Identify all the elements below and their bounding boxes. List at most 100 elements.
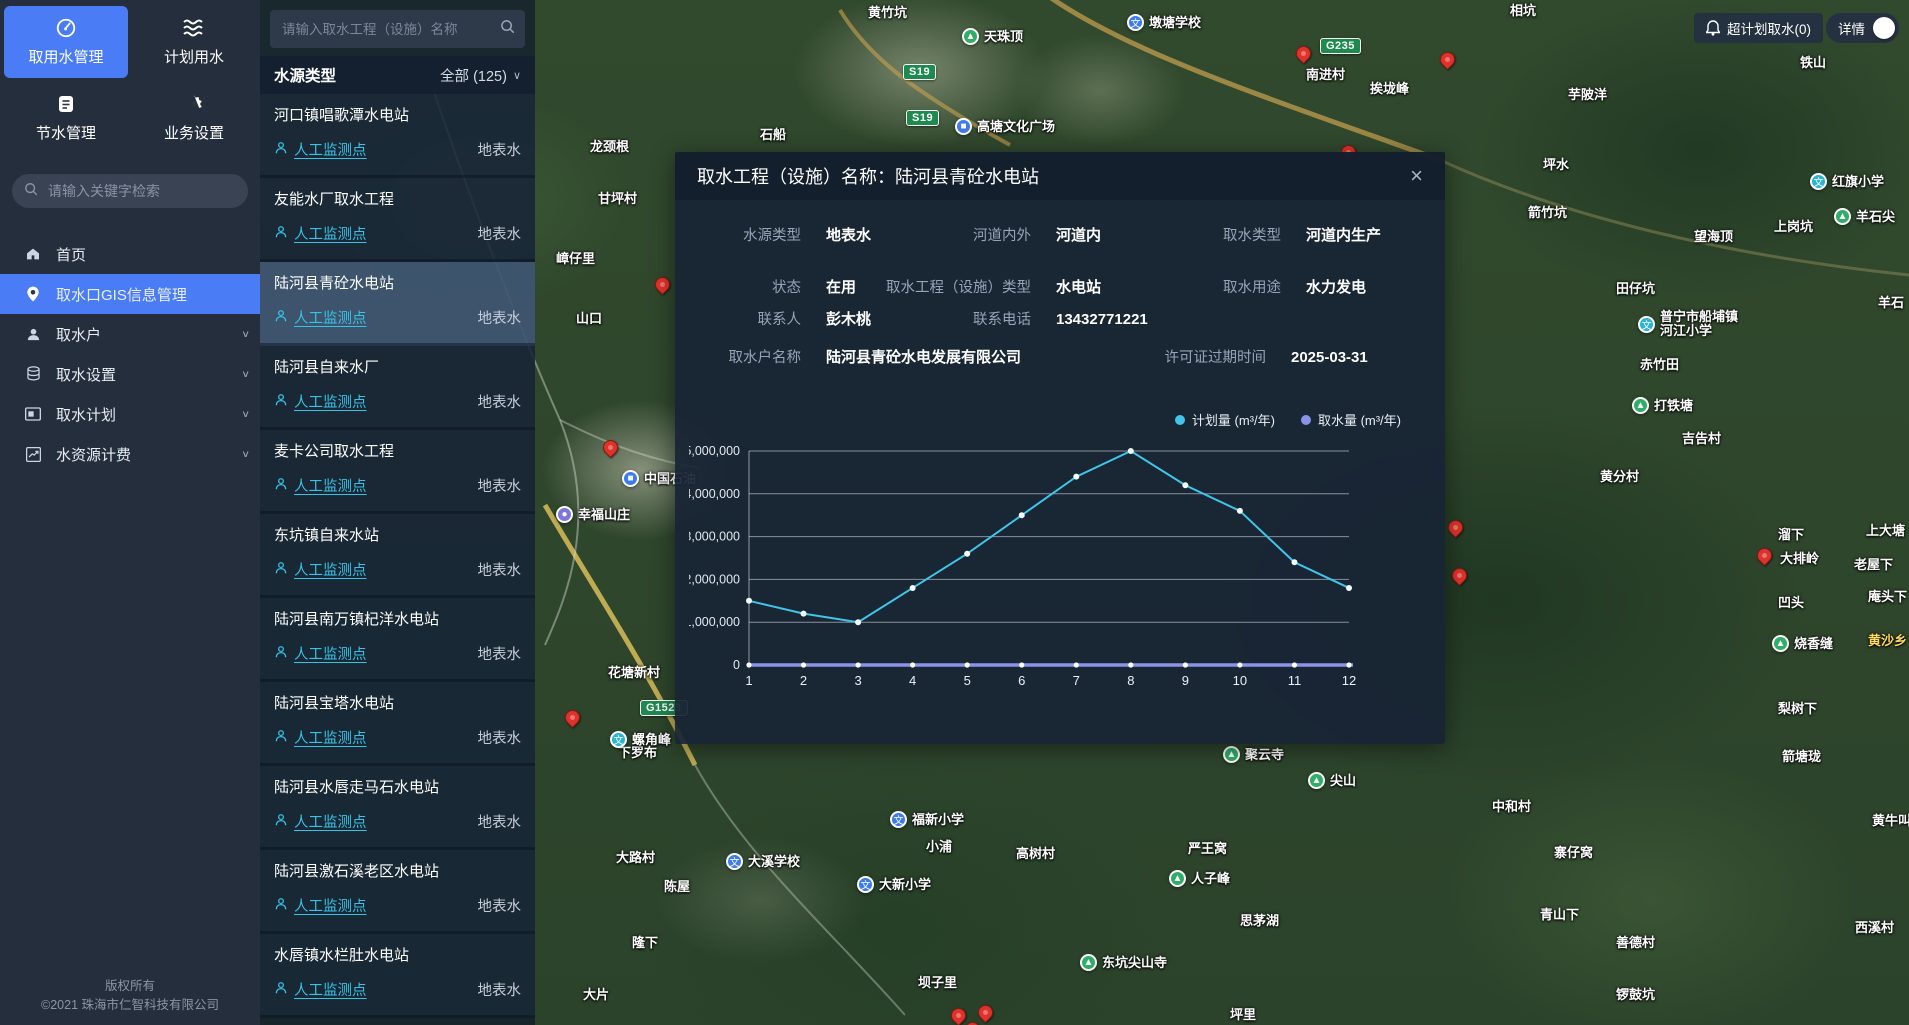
copyright: 版权所有 ©2021 珠海市仁智科技有限公司 — [41, 979, 219, 1012]
station-list-item[interactable]: 东坑镇自来水站 人工监测点 地表水 — [260, 514, 535, 598]
poi-marker[interactable]: 文福新小学 — [890, 811, 964, 828]
waves-icon — [182, 17, 206, 39]
water-source-type: 地表水 — [477, 647, 522, 663]
app-tile-2[interactable]: 计划用水 — [132, 6, 256, 78]
field-label: 联系电话 — [973, 312, 1031, 328]
app-tile-4[interactable]: 业务设置 — [132, 82, 256, 154]
station-name: 陆河县自来水厂 — [274, 359, 380, 376]
sidebar-item-4[interactable]: 取水设置 ∨ — [0, 354, 260, 394]
sidebar-item-5[interactable]: 取水计划 ∨ — [0, 394, 260, 434]
station-list-item[interactable]: 水唇镇水栏肚水电站 人工监测点 地表水 — [260, 934, 535, 1018]
station-search-input[interactable] — [280, 20, 492, 38]
svg-text:5,000,000: 5,000,000 — [689, 444, 740, 458]
poi-label: 大溪学校 — [748, 853, 801, 869]
poi-label: 大新小学 — [879, 876, 932, 892]
station-meta-row: 人工监测点 地表水 — [274, 727, 521, 748]
poi-marker[interactable]: ▲ 天珠顶 — [962, 28, 1023, 45]
sidebar-search-input[interactable] — [46, 182, 236, 200]
station-list-item[interactable]: 麦卡公司取水工程 人工监测点 地表水 — [260, 430, 535, 514]
poi-marker[interactable]: ▲ 尖山 — [1308, 772, 1356, 789]
poi-label: 烧香缝 — [1794, 635, 1834, 651]
peak-poi-icon: ▲ — [962, 28, 979, 45]
filter-dropdown[interactable]: 全部 (125) ∨ — [440, 65, 521, 86]
svg-text:3: 3 — [854, 673, 861, 688]
poi-marker[interactable]: 文红旗小学 — [1810, 173, 1884, 190]
detail-toggle[interactable]: 详情 — [1826, 13, 1899, 43]
station-list-item[interactable]: 陆河县宝塔水电站 人工监测点 地表水 — [260, 682, 535, 766]
person-icon — [274, 561, 288, 579]
app-tile-3[interactable]: 节水管理 — [4, 82, 128, 154]
poi-marker[interactable]: ■ 高塘文化广场 — [955, 118, 1055, 135]
poi-marker[interactable]: ▲ 东坑尖山寺 — [1080, 954, 1167, 971]
station-fields: 水源类型 地表水 河道内外 河道内 取水类型 河道内生产 状态 在用 取水工程（设施）类型 水电站… — [701, 200, 1419, 400]
sidebar-item-label: 取水口GIS信息管理 — [56, 286, 187, 304]
map-label: 锣鼓坑 — [1616, 987, 1656, 1002]
map-label: 石船 — [760, 127, 787, 142]
home-icon — [24, 245, 42, 263]
poi-marker[interactable]: ▲ 烧香缝 — [1772, 635, 1833, 652]
modal-title: 取水工程（设施）名称：陆河县青砼水电站 — [697, 167, 1039, 187]
svg-text:7: 7 — [1073, 673, 1080, 688]
monitor-type: 人工监测点 — [274, 643, 367, 664]
person-icon — [274, 729, 288, 747]
legend-item[interactable]: 取水量 (m³/年) — [1300, 410, 1401, 429]
close-icon[interactable]: × — [1410, 163, 1423, 188]
station-search-box[interactable] — [270, 10, 525, 48]
field-cell: 取水用途 水力发电 — [1171, 276, 1366, 297]
sidebar-item-6[interactable]: 水资源计费 ∨ — [0, 434, 260, 474]
legend-dot — [1174, 414, 1185, 425]
poi-marker[interactable]: ● 幸福山庄 — [556, 506, 630, 523]
poi-marker[interactable]: 文大新小学 — [857, 876, 931, 893]
app-tile-1[interactable]: 取用水管理 — [4, 6, 128, 78]
chart-icon — [24, 445, 42, 463]
poi-marker[interactable]: 文螺角峰 — [610, 731, 671, 748]
station-list-item[interactable]: 陆河县自来水厂 人工监测点 地表水 — [260, 346, 535, 430]
water-source-type: 地表水 — [477, 143, 522, 159]
station-meta-row: 人工监测点 地表水 — [274, 895, 521, 916]
svg-text:0: 0 — [733, 658, 740, 672]
person-icon — [274, 141, 288, 159]
station-list-item[interactable]: 河口镇唱歌潭水电站 人工监测点 地表水 — [260, 94, 535, 178]
map-label: 挨垅峰 — [1370, 81, 1410, 96]
map-label: 溜下 — [1778, 527, 1805, 542]
sidebar-item-label: 取水设置 — [56, 366, 117, 384]
over-plan-intake-button[interactable]: 超计划取水(0) — [1694, 13, 1823, 43]
sidebar-menu: 首页取水口GIS信息管理取水户 ∨ 取水设置 ∨ 取水计划 ∨ 水资源计费 ∨ — [0, 234, 260, 474]
svg-text:4,000,000: 4,000,000 — [689, 487, 740, 501]
poi-marker[interactable]: 文大溪学校 — [726, 853, 800, 870]
station-name: 陆河县水唇走马石水电站 — [274, 779, 440, 796]
monitor-label: 人工监测点 — [294, 479, 367, 495]
station-list-item[interactable]: 友能水厂取水工程 人工监测点 地表水 — [260, 178, 535, 262]
monitor-label: 人工监测点 — [294, 983, 367, 999]
poi-marker[interactable]: ▲ 聚云寺 — [1223, 746, 1284, 763]
toggle-knob[interactable] — [1873, 17, 1895, 39]
sidebar-item-3[interactable]: 取水户 ∨ — [0, 314, 260, 354]
search-icon[interactable] — [500, 19, 515, 39]
station-name: 麦卡公司取水工程 — [274, 443, 395, 460]
map-label: 芋陂洋 — [1568, 87, 1608, 102]
poi-marker[interactable]: 文普宁市船埔镇 河江小学 — [1638, 310, 1738, 338]
water-source-type: 地表水 — [477, 563, 522, 579]
sidebar-item-1[interactable]: 首页 — [0, 234, 260, 274]
station-list-item[interactable]: 陆河县激石溪老区水电站 人工监测点 地表水 — [260, 850, 535, 934]
station-name: 水唇镇水栏肚水电站 — [274, 947, 410, 964]
station-list-item[interactable]: 陆河县青砼水电站 人工监测点 地表水 — [260, 262, 535, 346]
legend-item[interactable]: 计划量 (m³/年) — [1174, 410, 1275, 429]
poi-marker[interactable]: ▲ 打铁塘 — [1632, 397, 1693, 414]
sidebar-search-box[interactable] — [12, 174, 248, 208]
station-name: 友能水厂取水工程 — [274, 191, 395, 208]
poi-marker[interactable]: ▲ 人子峰 — [1169, 870, 1230, 887]
station-list-item[interactable]: 陆河县南万镇杞洋水电站 人工监测点 地表水 — [260, 598, 535, 682]
school-poi-icon: 文 — [726, 853, 743, 870]
field-cell: 河道内外 河道内 — [831, 224, 1101, 245]
poi-marker[interactable]: ▲ 羊石尖 — [1834, 208, 1895, 225]
poi-label: 人子峰 — [1191, 870, 1231, 886]
field-label: 状态 — [772, 280, 801, 296]
poi-marker[interactable]: 文墩塘学校 — [1127, 14, 1201, 31]
station-list-item[interactable]: 陆河县水唇走马石水电站 人工监测点 地表水 — [260, 766, 535, 850]
sidebar-item-2[interactable]: 取水口GIS信息管理 — [0, 274, 260, 314]
map-label: 陈屋 — [664, 879, 691, 894]
field-row: 状态 在用 取水工程（设施）类型 水电站 取水用途 水力发电 — [701, 276, 1419, 300]
poi-label: 天珠顶 — [984, 28, 1024, 44]
legend-label: 取水量 (m³/年) — [1317, 413, 1401, 428]
